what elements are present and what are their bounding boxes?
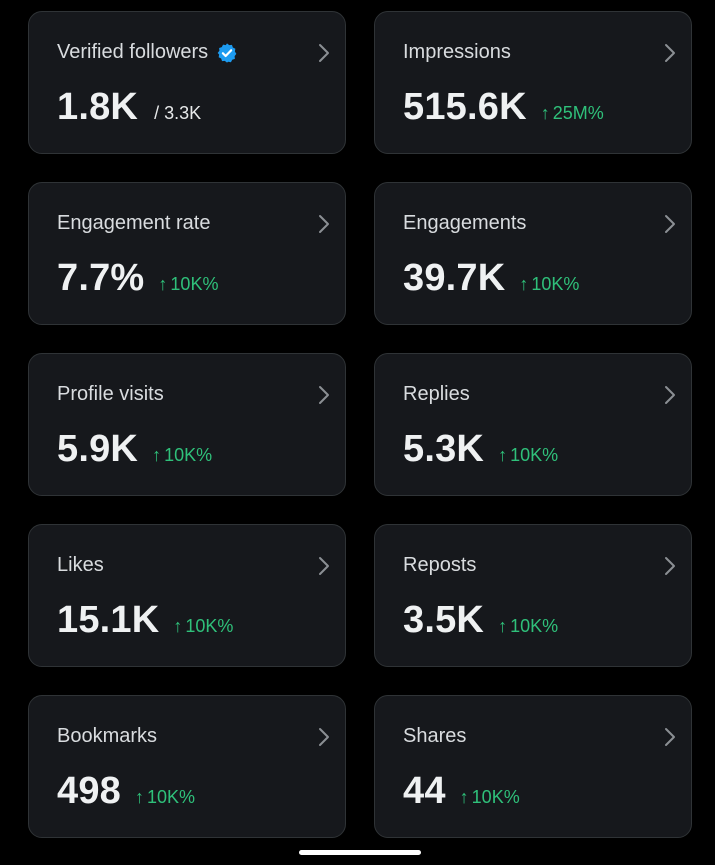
value-row: 7.7% ↑ 10K%	[57, 257, 218, 300]
card-engagement-rate[interactable]: Engagement rate 7.7% ↑ 10K%	[28, 182, 346, 325]
metric-value: 5.9K	[57, 428, 139, 470]
card-title-row: Engagement rate	[57, 212, 210, 235]
value-row: 5.9K ↑ 10K%	[57, 428, 212, 471]
card-title: Bookmarks	[57, 725, 158, 747]
card-title: Likes	[57, 554, 104, 576]
card-verified-followers[interactable]: Verified followers 1.8K / 3.3K	[28, 11, 346, 154]
metric-change-value: 10K%	[510, 616, 559, 636]
metric-value: 498	[57, 770, 122, 812]
chevron-right-icon	[319, 215, 329, 233]
card-title-row: Reposts	[403, 554, 476, 577]
metric-change-value: 10K%	[471, 787, 520, 807]
metric-change: ↑ 10K%	[460, 787, 520, 808]
card-title: Profile visits	[57, 383, 164, 405]
metric-value: 15.1K	[57, 599, 160, 641]
value-row: 515.6K ↑ 25M%	[403, 86, 604, 129]
card-impressions[interactable]: Impressions 515.6K ↑ 25M%	[374, 11, 692, 154]
card-title: Reposts	[403, 554, 477, 576]
card-title: Impressions	[403, 41, 511, 63]
card-title: Engagements	[403, 212, 527, 234]
metric-change: ↑ 10K%	[158, 274, 218, 295]
metric-change-value: 10K%	[164, 445, 213, 465]
arrow-up-icon: ↑	[519, 274, 529, 294]
metric-change-value: 10K%	[147, 787, 196, 807]
metric-change: ↑ 10K%	[152, 445, 212, 466]
metric-value: 44	[403, 770, 446, 812]
card-title: Verified followers	[57, 41, 209, 63]
chevron-right-icon	[319, 44, 329, 62]
arrow-up-icon: ↑	[498, 616, 508, 636]
metric-change: ↑ 10K%	[519, 274, 579, 295]
metric-value: 5.3K	[403, 428, 485, 470]
card-title-row: Likes	[57, 554, 104, 577]
metric-change-value: 10K%	[531, 274, 580, 294]
arrow-up-icon: ↑	[158, 274, 168, 294]
metric-value: 1.8K	[57, 86, 139, 128]
chevron-right-icon	[319, 386, 329, 404]
metrics-grid: Verified followers 1.8K / 3.3K Impressio…	[28, 11, 692, 838]
arrow-up-icon: ↑	[173, 616, 183, 636]
card-title: Engagement rate	[57, 212, 211, 234]
value-row: 3.5K ↑ 10K%	[403, 599, 558, 642]
metric-value: 3.5K	[403, 599, 485, 641]
value-row: 15.1K ↑ 10K%	[57, 599, 233, 642]
metric-change: ↑ 10K%	[498, 445, 558, 466]
chevron-right-icon	[665, 728, 675, 746]
card-title-row: Impressions	[403, 41, 511, 64]
chevron-right-icon	[319, 728, 329, 746]
chevron-right-icon	[665, 215, 675, 233]
arrow-up-icon: ↑	[540, 103, 550, 123]
arrow-up-icon: ↑	[498, 445, 508, 465]
chevron-right-icon	[665, 386, 675, 404]
value-row: 5.3K ↑ 10K%	[403, 428, 558, 471]
home-indicator[interactable]	[299, 850, 421, 855]
metric-total: / 3.3K	[154, 103, 202, 123]
chevron-right-icon	[665, 557, 675, 575]
metric-value: 39.7K	[403, 257, 506, 299]
arrow-up-icon: ↑	[135, 787, 145, 807]
metric-change: ↑ 10K%	[135, 787, 195, 808]
value-row: 498 ↑ 10K%	[57, 770, 195, 813]
metric-change: ↑ 10K%	[173, 616, 233, 637]
arrow-up-icon: ↑	[152, 445, 162, 465]
card-title-row: Verified followers	[57, 41, 238, 64]
verified-badge-icon	[217, 42, 237, 63]
card-likes[interactable]: Likes 15.1K ↑ 10K%	[28, 524, 346, 667]
card-bookmarks[interactable]: Bookmarks 498 ↑ 10K%	[28, 695, 346, 838]
value-row: 39.7K ↑ 10K%	[403, 257, 579, 300]
metric-change-value: 25M%	[552, 103, 604, 123]
card-shares[interactable]: Shares 44 ↑ 10K%	[374, 695, 692, 838]
card-title-row: Shares	[403, 725, 466, 748]
card-title-row: Replies	[403, 383, 470, 406]
card-reposts[interactable]: Reposts 3.5K ↑ 10K%	[374, 524, 692, 667]
card-title: Replies	[403, 383, 470, 405]
metric-value: 515.6K	[403, 86, 527, 128]
card-title-row: Profile visits	[57, 383, 164, 406]
card-title-row: Engagements	[403, 212, 526, 235]
metric-change: ↑ 25M%	[541, 103, 604, 124]
card-replies[interactable]: Replies 5.3K ↑ 10K%	[374, 353, 692, 496]
arrow-up-icon: ↑	[459, 787, 469, 807]
value-row: 1.8K / 3.3K	[57, 86, 201, 129]
metric-change: ↑ 10K%	[498, 616, 558, 637]
card-title-row: Bookmarks	[57, 725, 157, 748]
card-profile-visits[interactable]: Profile visits 5.9K ↑ 10K%	[28, 353, 346, 496]
chevron-right-icon	[665, 44, 675, 62]
metric-value: 7.7%	[57, 257, 145, 299]
metric-change-value: 10K%	[170, 274, 219, 294]
chevron-right-icon	[319, 557, 329, 575]
card-engagements[interactable]: Engagements 39.7K ↑ 10K%	[374, 182, 692, 325]
metric-change-value: 10K%	[510, 445, 559, 465]
metric-change-value: 10K%	[185, 616, 234, 636]
card-title: Shares	[403, 725, 467, 747]
value-row: 44 ↑ 10K%	[403, 770, 520, 813]
